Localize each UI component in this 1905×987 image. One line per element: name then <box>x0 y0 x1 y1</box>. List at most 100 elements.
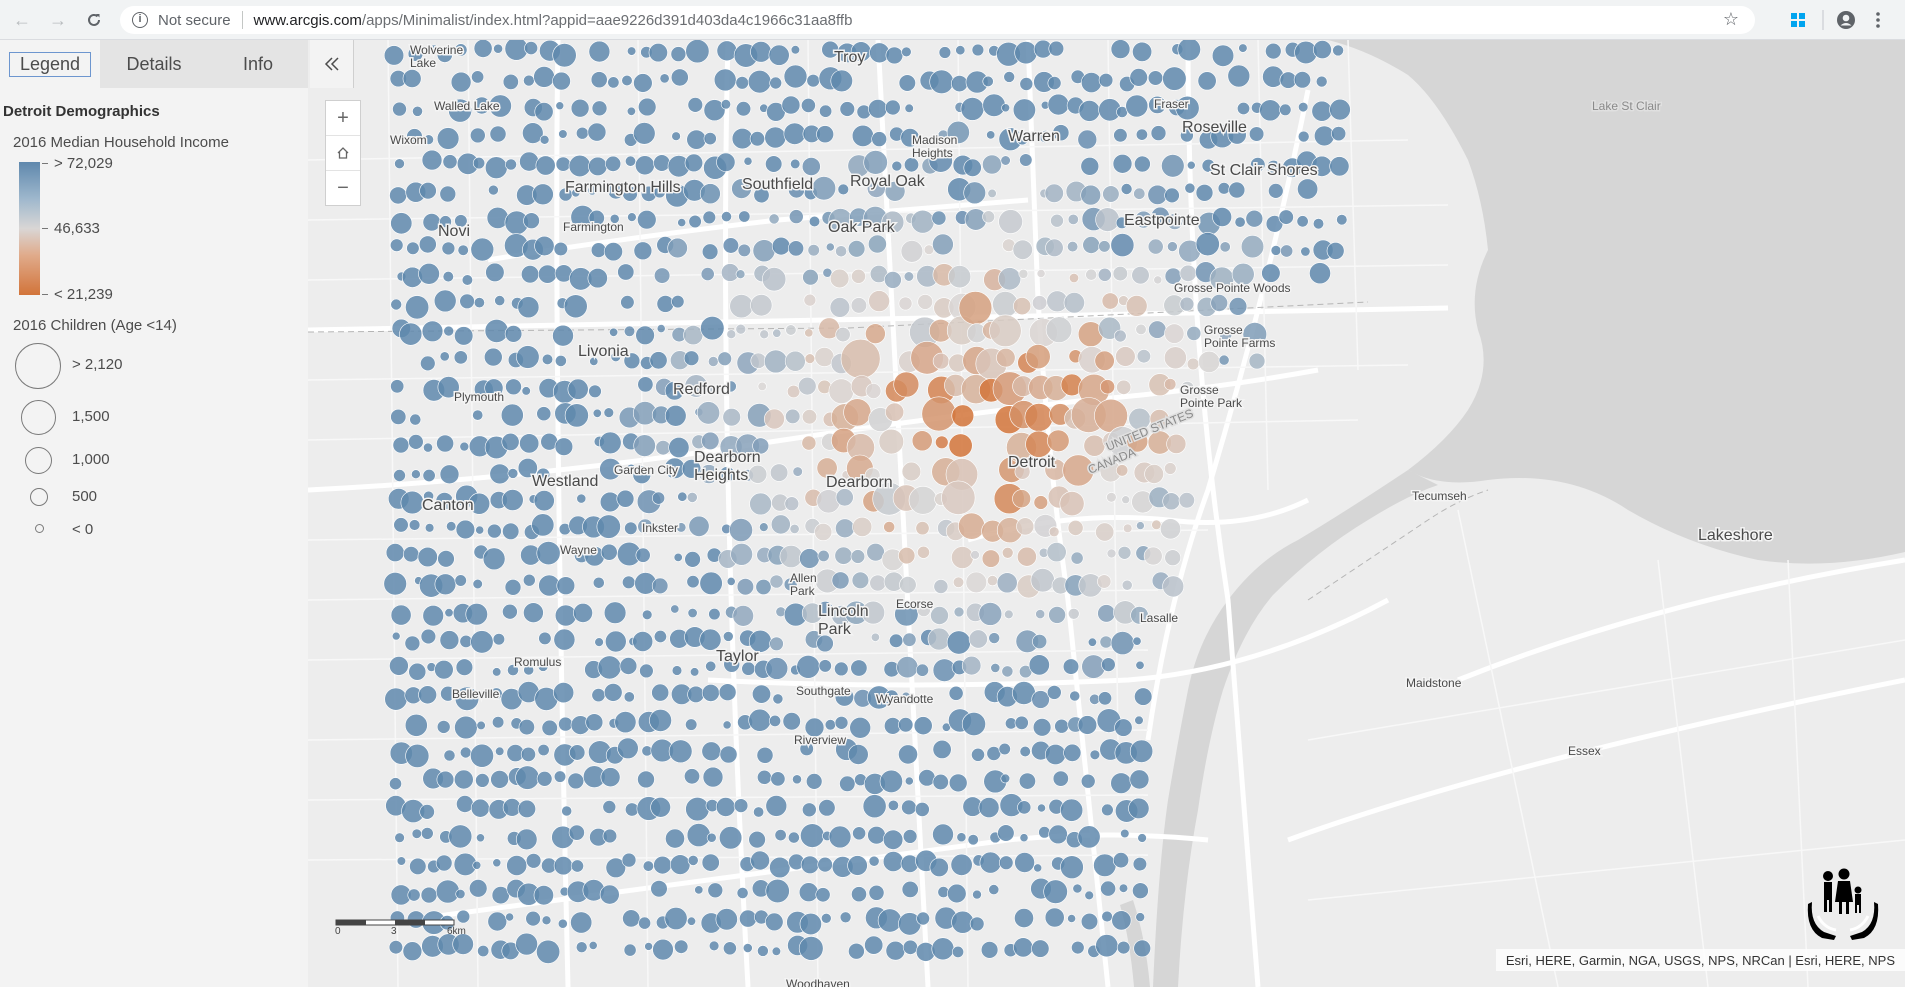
tract-symbol[interactable] <box>429 44 439 54</box>
tract-symbol[interactable] <box>687 97 703 113</box>
tract-symbol[interactable] <box>1219 327 1233 341</box>
tract-symbol[interactable] <box>1093 853 1117 877</box>
tract-symbol[interactable] <box>515 932 538 956</box>
tract-symbol[interactable] <box>1014 852 1035 873</box>
tract-symbol[interactable] <box>765 878 790 904</box>
tract-symbol[interactable] <box>1110 772 1132 794</box>
tract-symbol[interactable] <box>494 295 506 306</box>
tract-symbol[interactable] <box>883 521 896 533</box>
tract-symbol[interactable] <box>409 413 422 426</box>
tract-symbol[interactable] <box>699 628 722 651</box>
tract-symbol[interactable] <box>902 939 918 955</box>
tract-symbol[interactable] <box>1151 519 1162 530</box>
tract-symbol[interactable] <box>448 98 473 123</box>
tract-symbol[interactable] <box>806 73 820 88</box>
tract-symbol[interactable] <box>1078 100 1101 122</box>
tract-symbol[interactable] <box>770 771 786 787</box>
tract-symbol[interactable] <box>815 887 831 903</box>
tract-symbol[interactable] <box>707 882 724 899</box>
tract-symbol[interactable] <box>971 43 985 57</box>
tract-symbol[interactable] <box>690 667 700 677</box>
tract-symbol[interactable] <box>956 832 967 843</box>
tract-symbol[interactable] <box>739 909 757 928</box>
tract-symbol[interactable] <box>1063 292 1085 314</box>
tract-symbol[interactable] <box>1013 937 1034 958</box>
tract-symbol[interactable] <box>701 853 720 872</box>
tract-symbol[interactable] <box>671 131 681 141</box>
tract-symbol[interactable] <box>655 440 671 456</box>
tract-symbol[interactable] <box>1044 183 1064 203</box>
tract-symbol[interactable] <box>1133 939 1152 958</box>
tract-symbol[interactable] <box>402 546 420 563</box>
tract-symbol[interactable] <box>442 271 454 283</box>
tract-symbol[interactable] <box>671 665 683 676</box>
tract-symbol[interactable] <box>735 269 746 279</box>
tract-symbol[interactable] <box>1115 346 1136 367</box>
tract-symbol[interactable] <box>951 404 975 428</box>
tract-symbol[interactable] <box>929 857 949 878</box>
tract-symbol[interactable] <box>1077 825 1101 849</box>
tract-symbol[interactable] <box>1181 214 1193 227</box>
tract-symbol[interactable] <box>435 879 460 904</box>
tract-symbol[interactable] <box>492 633 505 646</box>
tract-symbol[interactable] <box>1080 157 1100 176</box>
tract-symbol[interactable] <box>1000 155 1011 166</box>
tract-symbol[interactable] <box>623 691 635 703</box>
tract-symbol[interactable] <box>928 148 953 173</box>
tract-symbol[interactable] <box>489 463 511 485</box>
tract-symbol[interactable] <box>916 603 931 617</box>
tract-symbol[interactable] <box>471 70 485 84</box>
tract-symbol[interactable] <box>670 854 691 875</box>
tract-symbol[interactable] <box>1113 329 1127 343</box>
tract-symbol[interactable] <box>418 263 440 285</box>
tract-symbol[interactable] <box>687 607 698 618</box>
tract-symbol[interactable] <box>518 718 535 736</box>
tract-symbol[interactable] <box>950 853 973 876</box>
tract-symbol[interactable] <box>1122 523 1133 533</box>
tract-symbol[interactable] <box>706 384 716 393</box>
home-icon[interactable] <box>326 136 360 171</box>
tract-symbol[interactable] <box>885 402 905 422</box>
tract-symbol[interactable] <box>1110 631 1135 656</box>
tract-symbol[interactable] <box>533 885 554 906</box>
tract-symbol[interactable] <box>790 158 801 169</box>
tract-symbol[interactable] <box>424 523 435 533</box>
tract-symbol[interactable] <box>749 492 772 516</box>
tract-symbol[interactable] <box>851 571 870 589</box>
tract-symbol[interactable] <box>898 296 913 311</box>
tract-symbol[interactable] <box>442 154 458 170</box>
tract-symbol[interactable] <box>816 634 834 653</box>
tract-symbol[interactable] <box>987 188 997 198</box>
tract-symbol[interactable] <box>477 944 490 957</box>
tract-symbol[interactable] <box>887 799 899 811</box>
tract-symbol[interactable] <box>1128 797 1150 820</box>
tract-symbol[interactable] <box>1066 241 1079 253</box>
star-icon[interactable]: ☆ <box>1722 9 1739 29</box>
tract-symbol[interactable] <box>948 265 972 289</box>
tract-symbol[interactable] <box>423 490 434 502</box>
tract-symbol[interactable] <box>521 386 531 396</box>
tract-symbol[interactable] <box>847 744 869 765</box>
tract-symbol[interactable] <box>1087 637 1097 647</box>
tract-symbol[interactable] <box>541 353 554 366</box>
tract-symbol[interactable] <box>1063 743 1082 762</box>
tract-symbol[interactable] <box>1131 266 1150 285</box>
tract-symbol[interactable] <box>982 210 995 224</box>
tract-symbol[interactable] <box>470 798 490 818</box>
tract-symbol[interactable] <box>599 491 621 513</box>
tract-symbol[interactable] <box>783 122 806 145</box>
tract-symbol[interactable] <box>901 691 911 701</box>
tract-symbol[interactable] <box>1201 158 1216 173</box>
tract-symbol[interactable] <box>988 884 1000 895</box>
tract-symbol[interactable] <box>610 351 621 362</box>
tract-symbol[interactable] <box>1070 551 1084 565</box>
tract-symbol[interactable] <box>915 663 929 677</box>
tract-symbol[interactable] <box>811 176 837 201</box>
tract-symbol[interactable] <box>687 855 699 866</box>
tract-symbol[interactable] <box>619 657 638 675</box>
tract-symbol[interactable] <box>1032 718 1052 737</box>
tract-symbol[interactable] <box>782 712 801 731</box>
tract-symbol[interactable] <box>899 576 917 594</box>
tract-symbol[interactable] <box>703 132 717 146</box>
tract-symbol[interactable] <box>537 660 549 672</box>
